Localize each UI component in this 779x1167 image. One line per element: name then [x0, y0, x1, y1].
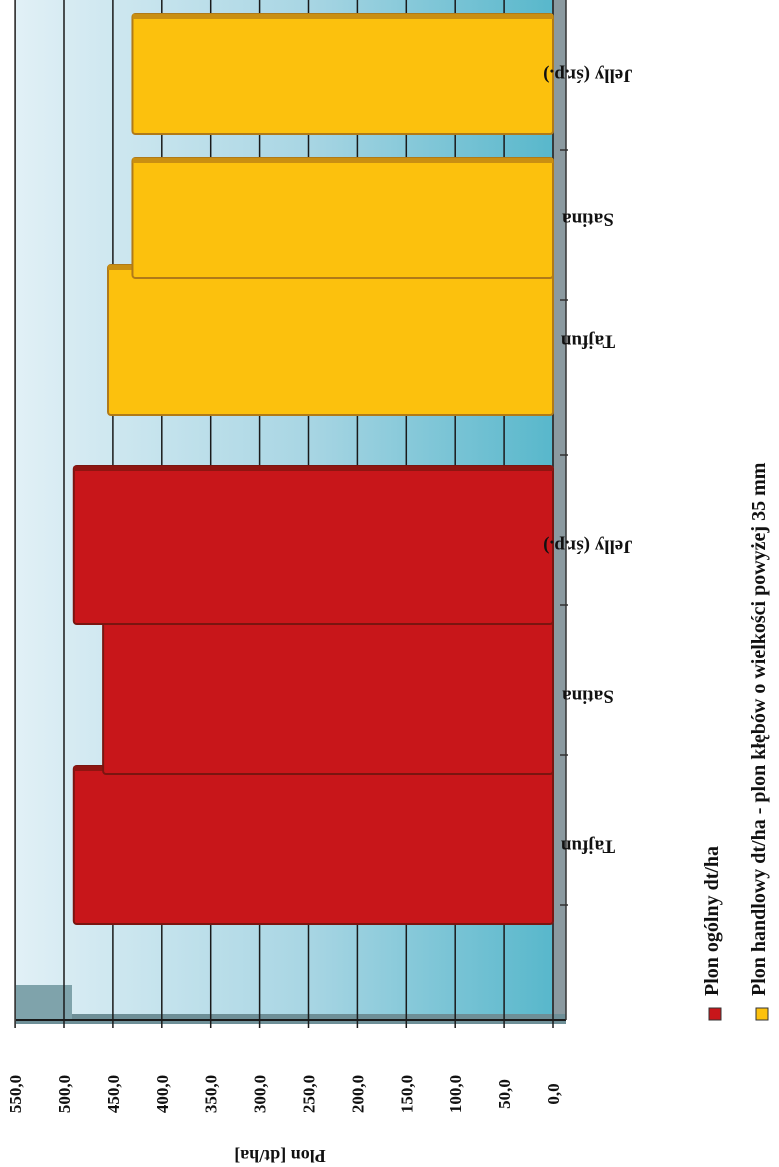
bar [131, 157, 555, 279]
tick-label: 400,0 [153, 1075, 172, 1113]
tick-label: 100,0 [446, 1075, 465, 1113]
tick-label: 0,0 [544, 1083, 563, 1104]
bar-top-edge [73, 466, 553, 471]
tick-label: 300,0 [251, 1075, 270, 1113]
legend: Plon ogólny dt/ha Plon handlowy dt/ha - p… [701, 462, 770, 1021]
bar-top-edge [132, 14, 553, 19]
bar-top-edge [132, 158, 553, 163]
bar [72, 465, 554, 625]
category-label: Jelly (śr.p.) [543, 65, 633, 86]
category-axis: Tajfun Satina Jelly (śr.p.) Tajfun Satina Jel… [543, 0, 633, 1020]
legend-label: Plon handlowy dt/ha - plon kłębów o wiel… [748, 462, 770, 996]
plot-area [14, 0, 566, 1024]
bar [72, 765, 554, 925]
tick-label: 200,0 [348, 1075, 367, 1113]
plot-floor-side [552, 0, 566, 1020]
bar [107, 264, 554, 416]
value-axis: 0,0 50,0 100,0 150,0 200,0 250,0 300,0 350,0 400… [6, 1019, 566, 1113]
tick-label: 150,0 [397, 1075, 416, 1113]
legend-swatch [755, 1007, 769, 1021]
tick-label: 500,0 [55, 1075, 74, 1113]
plot-floor-corner [16, 985, 72, 1020]
y-axis-title: Plon [dt/ha] [234, 1146, 326, 1166]
legend-swatch [708, 1007, 722, 1021]
category-label: Tajfun [560, 836, 615, 857]
legend-label: Plon ogólny dt/ha [701, 846, 723, 996]
bar [102, 615, 555, 775]
bar [131, 13, 555, 135]
tick-label: 550,0 [6, 1075, 25, 1113]
tick-label: 450,0 [104, 1075, 123, 1113]
category-label: Satina [562, 686, 614, 707]
tick-label: 350,0 [202, 1075, 221, 1113]
tick-label: 50,0 [495, 1079, 514, 1109]
category-label: Tajfun [560, 331, 615, 352]
category-label: Jelly (śr.p.) [543, 536, 633, 557]
tick-label: 250,0 [300, 1075, 319, 1113]
category-label: Satina [562, 209, 614, 230]
